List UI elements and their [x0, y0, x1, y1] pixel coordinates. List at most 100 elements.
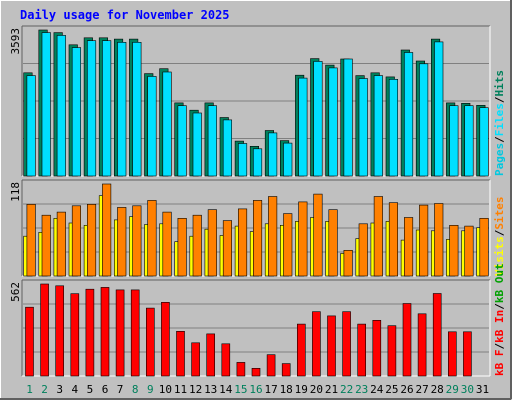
bar-kbf-day-19: [296, 323, 306, 377]
max-value-label-middle: 118: [9, 182, 22, 202]
x-label-day-26: 26: [400, 383, 413, 396]
bar-files-day-30: [464, 105, 474, 177]
bar-kbf-day-16: [251, 367, 261, 377]
x-axis-labels: 1 2 3 4 5 6 7 8 9 10 11 12 13 14 15 16 17 18 19 20 21 22 23 24 2…: [26, 383, 489, 396]
x-label-day-24: 24: [370, 383, 384, 396]
bar-kbf-day-3: [55, 285, 65, 377]
bar-kbf-day-22: [342, 311, 351, 377]
bar-kbf-day-17: [266, 354, 276, 377]
bar-sites-day-31: [479, 218, 489, 277]
legend-entry-kbin: kB In: [493, 310, 506, 343]
bar-kbf-day-8: [130, 289, 140, 377]
bar-files-day-5: [87, 40, 97, 177]
bar-kbf-day-1: [25, 306, 34, 377]
bar-files-day-2: [41, 32, 51, 177]
bar-files-day-18: [283, 142, 293, 177]
bar-sites-day-26: [403, 217, 414, 277]
x-label-day-30: 30: [461, 383, 474, 396]
bar-kbf-day-14: [221, 343, 231, 377]
bar-sites-day-19: [298, 201, 308, 277]
bar-sites-day-4: [71, 205, 81, 277]
x-label-day-11: 11: [174, 383, 187, 396]
bar-kbf-day-18: [281, 363, 291, 377]
bar-sites-day-12: [192, 214, 202, 277]
bar-sites-day-20: [313, 193, 323, 277]
bar-files-day-13: [207, 105, 217, 177]
bar-sites-day-15: [238, 208, 248, 277]
bar-sites-day-29: [449, 225, 459, 277]
bar-sites-day-18: [283, 213, 293, 277]
legend-middle: Visits/Sites: [493, 197, 506, 277]
bar-kbf-day-25: [387, 325, 397, 377]
bar-sites-day-21: [328, 209, 338, 277]
x-label-day-4: 4: [71, 383, 78, 396]
bar-kbf-day-28: [432, 293, 442, 377]
x-label-day-13: 13: [204, 383, 217, 396]
bar-files-day-8: [132, 41, 142, 177]
bar-files-day-27: [419, 63, 429, 177]
bar-kbf-day-30: [463, 331, 472, 377]
bar-files-day-14: [222, 119, 232, 177]
bar-files-day-17: [268, 132, 278, 177]
bar-sites-day-25: [388, 202, 399, 277]
bar-files-day-28: [434, 41, 444, 177]
bar-sites-day-28: [434, 203, 444, 277]
bar-kbf-day-5: [85, 288, 95, 377]
x-label-day-22: 22: [340, 383, 353, 396]
x-label-day-8: 8: [132, 383, 139, 396]
bar-kbf-day-23: [357, 323, 367, 377]
bar-files-day-7: [117, 41, 127, 177]
bar-kbf-day-10: [161, 301, 170, 377]
bar-files-day-15: [238, 143, 248, 177]
bar-sites-day-1: [26, 204, 36, 277]
x-label-day-1: 1: [26, 383, 33, 396]
bar-sites-day-10: [162, 211, 172, 277]
legend-entry-visits: Visits: [493, 236, 506, 276]
legend-entry-sep: /: [493, 343, 506, 350]
bar-sites-day-7: [117, 207, 127, 277]
bar-files-day-9: [147, 76, 157, 177]
bar-sites-day-3: [56, 211, 66, 277]
chart-bars: [23, 29, 489, 377]
bar-sites-day-14: [222, 220, 232, 277]
x-label-day-7: 7: [117, 383, 124, 396]
bar-sites-day-5: [87, 204, 97, 277]
x-label-day-2: 2: [41, 383, 48, 396]
bar-files-day-21: [328, 67, 338, 177]
x-label-day-5: 5: [87, 383, 94, 396]
chart-title: Daily usage for November 2025: [20, 8, 230, 22]
bar-files-day-22: [343, 58, 353, 177]
bar-sites-day-11: [177, 218, 187, 277]
bar-kbf-day-11: [176, 330, 185, 377]
bar-kbf-day-29: [447, 331, 457, 377]
legend-entry-files: Files: [493, 103, 506, 136]
legend-entry-sep: /: [493, 303, 506, 310]
bar-sites-day-2: [41, 214, 51, 277]
bar-kbf-day-2: [40, 283, 49, 377]
x-label-day-9: 9: [147, 383, 154, 396]
bar-kbf-day-15: [236, 362, 246, 377]
x-label-day-6: 6: [102, 383, 109, 396]
bar-sites-day-9: [147, 200, 157, 277]
x-label-day-15: 15: [234, 383, 247, 396]
bar-kbf-day-26: [402, 303, 412, 377]
bar-files-day-3: [56, 35, 66, 177]
legend-entry-kbout: kB Out: [493, 263, 506, 303]
bar-sites-day-13: [207, 209, 217, 277]
x-label-day-21: 21: [325, 383, 338, 396]
bar-sites-day-24: [373, 196, 383, 277]
legend-entry-sep: /: [493, 96, 506, 103]
bar-kbf-day-20: [312, 311, 321, 377]
bar-sites-day-8: [132, 205, 142, 277]
legend-entry-hits: Hits: [493, 70, 506, 97]
bar-files-day-6: [102, 40, 112, 177]
bar-files-day-24: [373, 75, 383, 177]
bar-kbf-day-27: [417, 313, 427, 377]
x-label-day-28: 28: [431, 383, 444, 396]
max-value-label-bottom: 562: [9, 282, 22, 302]
x-label-day-10: 10: [159, 383, 172, 396]
bar-files-day-16: [253, 148, 263, 177]
legend-entry-sep: /: [493, 229, 506, 236]
bar-sites-day-17: [268, 196, 278, 277]
